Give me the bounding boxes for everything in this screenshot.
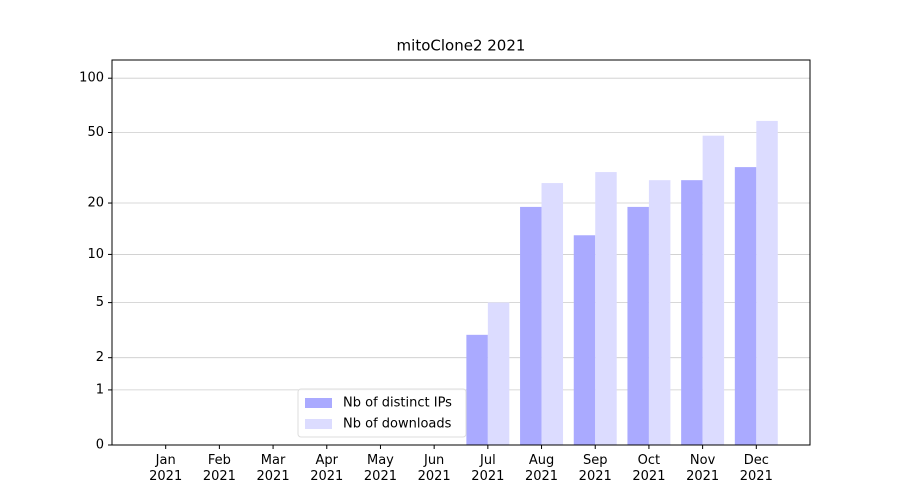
legend: Nb of distinct IPs Nb of downloads — [297, 388, 467, 438]
bar — [541, 183, 564, 445]
x-tick-label: Oct 2021 — [632, 453, 666, 484]
y-tick-label: 1 — [96, 382, 104, 397]
legend-swatch — [305, 419, 332, 429]
y-tick-label: 50 — [87, 125, 104, 140]
y-tick-label: 100 — [79, 71, 104, 86]
x-tick-label: Jan 2021 — [149, 453, 183, 484]
y-tick-label: 10 — [87, 247, 104, 262]
bar — [487, 302, 510, 445]
bar — [466, 334, 488, 445]
legend-frame — [297, 388, 467, 438]
legend-swatch — [305, 398, 332, 408]
x-tick-label: Mar 2021 — [256, 453, 290, 484]
x-tick-label: Nov 2021 — [686, 453, 720, 484]
bar — [648, 180, 671, 445]
bar — [681, 180, 703, 445]
x-tick-label: Sep 2021 — [578, 453, 612, 484]
x-tick-label: Jun 2021 — [417, 453, 451, 484]
x-tick-label: Jul 2021 — [471, 453, 505, 484]
bar — [627, 206, 649, 445]
chart-title: mitoClone2 2021 — [397, 37, 526, 55]
bar — [595, 172, 617, 445]
legend-label: Nb of downloads — [343, 417, 452, 432]
x-tick-label: Dec 2021 — [739, 453, 773, 484]
bar — [756, 120, 778, 445]
y-tick-label: 20 — [87, 196, 104, 211]
axes-frame — [111, 59, 811, 446]
bar — [702, 135, 725, 445]
x-tick-label: Feb 2021 — [202, 453, 236, 484]
legend-label: Nb of distinct IPs — [343, 396, 452, 411]
bar — [734, 167, 757, 445]
bar — [520, 206, 542, 445]
x-tick-label: May 2021 — [363, 453, 397, 484]
y-tick-label: 0 — [96, 438, 104, 453]
x-tick-label: Apr 2021 — [310, 453, 344, 484]
y-tick-label: 2 — [96, 350, 104, 365]
y-tick-label: 5 — [96, 295, 104, 310]
bar — [573, 235, 596, 445]
x-tick-label: Aug 2021 — [524, 453, 559, 484]
